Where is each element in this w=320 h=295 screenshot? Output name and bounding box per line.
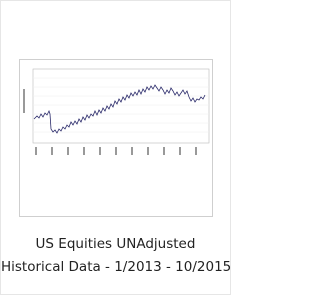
product-card[interactable]: US Equities UNAdjusted Historical Data -…: [0, 0, 231, 295]
product-image[interactable]: [19, 59, 213, 217]
chart-image-line: [33, 84, 206, 134]
plot-grid: [33, 77, 209, 133]
title-line: US Equities UNAdjusted: [35, 236, 196, 252]
plot-frame: [32, 68, 210, 144]
image-frame: [19, 59, 213, 217]
axis-label-placeholders: [23, 89, 197, 155]
product-title[interactable]: US Equities UNAdjusted Historical Data -…: [1, 233, 232, 279]
title-line: Historical Data - 1/2013 - 10/2015: [1, 259, 232, 275]
